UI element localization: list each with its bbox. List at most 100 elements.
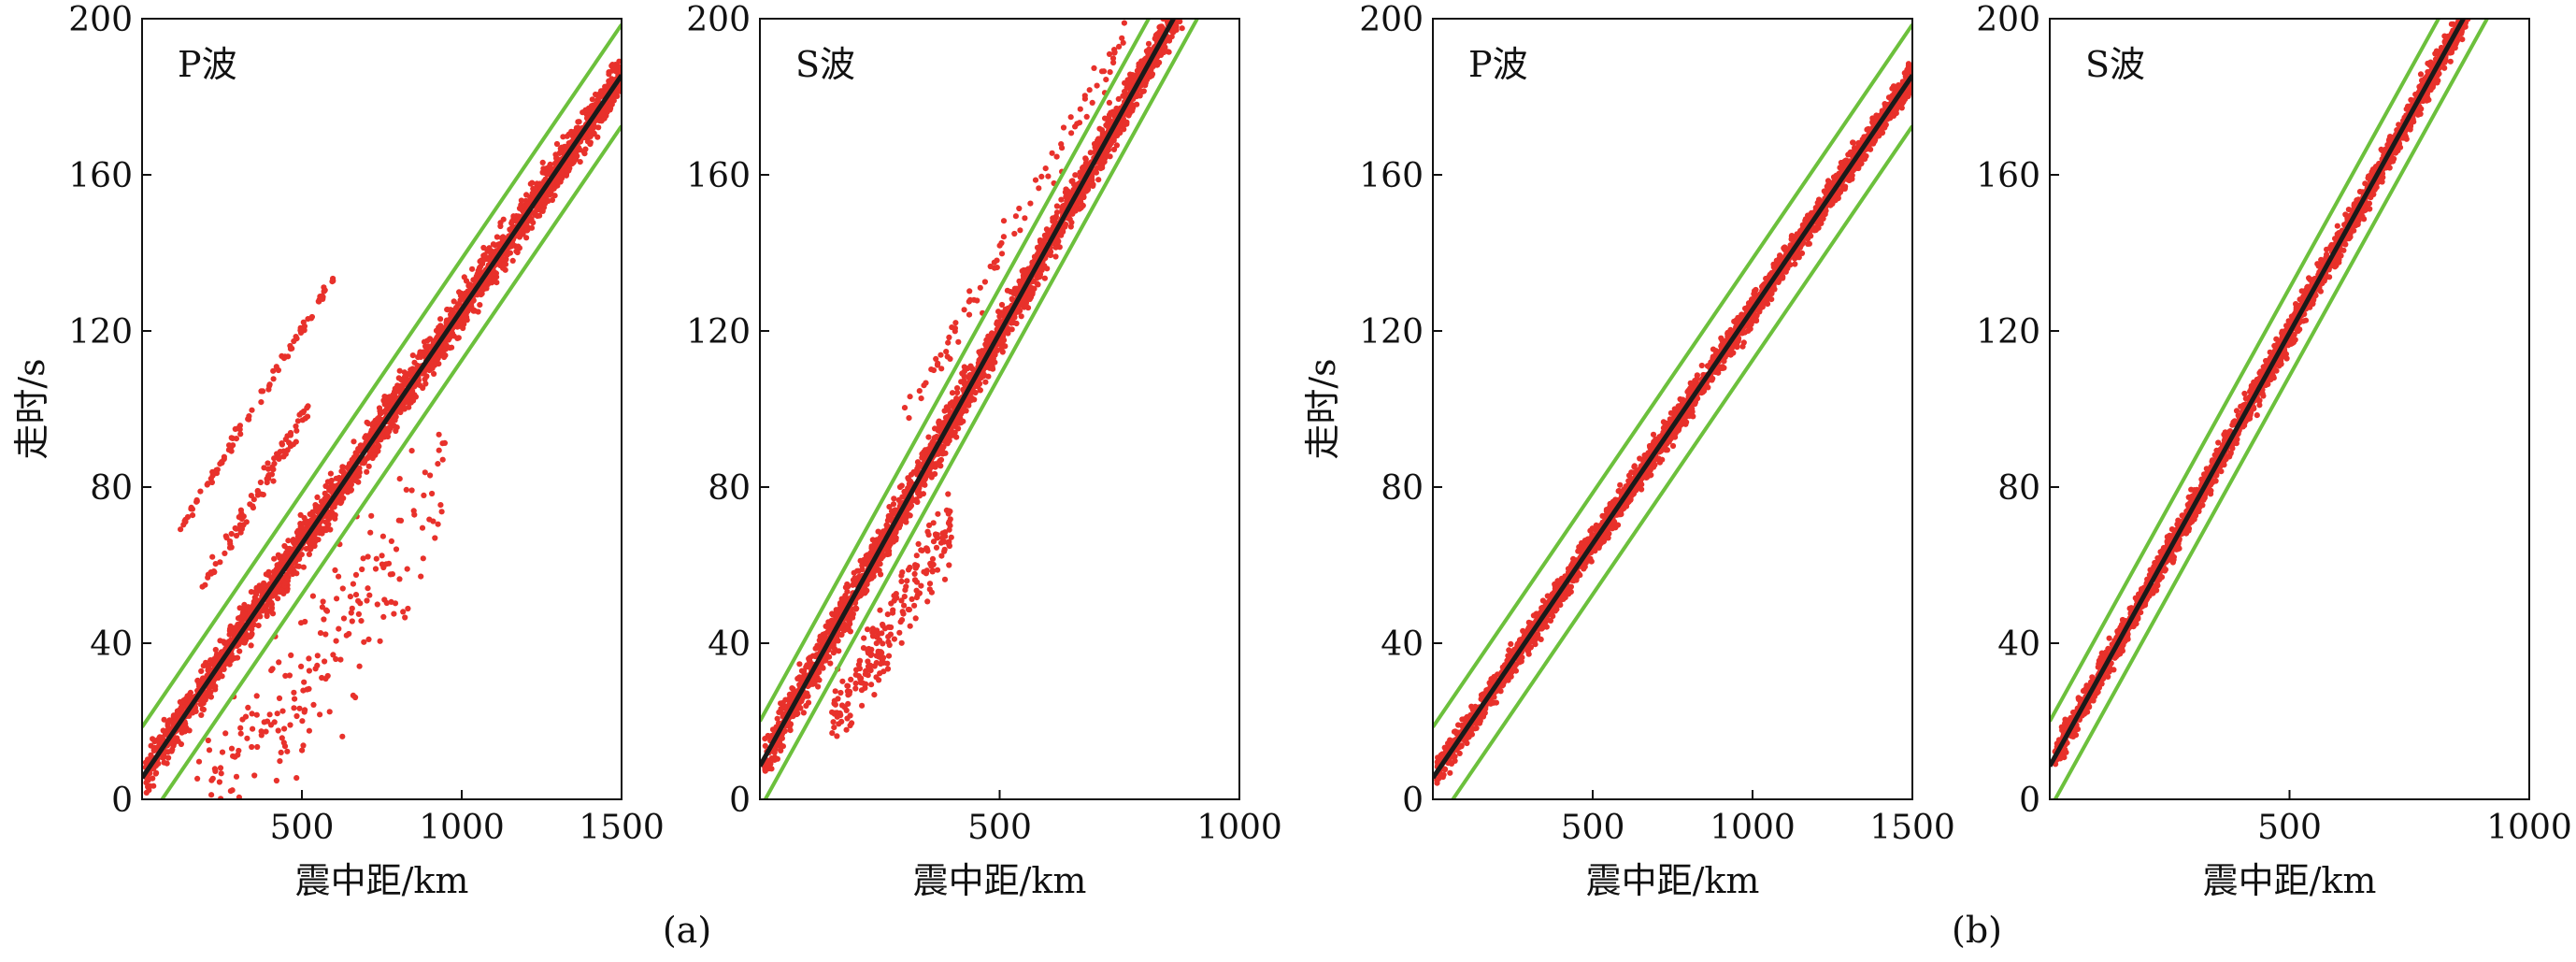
data-point xyxy=(284,748,291,754)
data-point xyxy=(805,699,812,706)
data-point xyxy=(539,208,546,214)
data-point xyxy=(281,743,289,750)
data-point xyxy=(279,440,285,447)
data-point xyxy=(405,605,411,612)
data-point xyxy=(246,634,253,640)
data-point xyxy=(228,544,235,551)
data-point xyxy=(379,533,386,539)
data-point xyxy=(1110,146,1118,152)
data-point xyxy=(418,573,424,580)
data-point xyxy=(206,747,213,754)
data-point xyxy=(794,711,801,717)
data-point xyxy=(953,395,960,402)
data-point xyxy=(250,496,257,503)
plot-area xyxy=(142,23,622,799)
data-point xyxy=(241,639,248,646)
plot-area xyxy=(760,19,1200,799)
data-point xyxy=(366,592,373,598)
data-point xyxy=(474,276,480,282)
data-point xyxy=(293,775,300,782)
data-point xyxy=(518,197,525,204)
data-point xyxy=(205,737,211,744)
data-point xyxy=(845,625,852,631)
data-point xyxy=(227,788,234,795)
data-point xyxy=(396,367,403,374)
data-point xyxy=(294,418,301,424)
data-point xyxy=(270,376,277,382)
data-point xyxy=(509,242,517,249)
data-point xyxy=(280,448,287,454)
data-point xyxy=(444,307,451,313)
data-point xyxy=(913,496,920,503)
data-point xyxy=(945,406,952,412)
data-point xyxy=(435,334,441,340)
data-point xyxy=(259,584,265,591)
data-point xyxy=(245,704,251,711)
data-point xyxy=(299,747,306,754)
data-point xyxy=(365,636,372,643)
data-point xyxy=(241,601,248,609)
data-point xyxy=(238,525,245,532)
data-point xyxy=(239,612,246,619)
data-point xyxy=(394,424,400,431)
data-point xyxy=(599,110,606,117)
data-point xyxy=(278,749,284,756)
data-point xyxy=(233,532,240,539)
data-point xyxy=(200,706,207,713)
data-point xyxy=(300,687,307,694)
data-point xyxy=(236,605,243,611)
data-point xyxy=(787,691,794,697)
data-point xyxy=(269,666,276,672)
data-point xyxy=(209,472,216,479)
data-point xyxy=(456,300,463,307)
data-point xyxy=(360,555,366,562)
data-point xyxy=(595,124,602,131)
data-point xyxy=(1072,172,1079,179)
data-point xyxy=(364,419,370,425)
data-point xyxy=(409,352,416,359)
data-point xyxy=(1122,79,1128,86)
data-point xyxy=(315,504,322,510)
y-tick-label: 120 xyxy=(68,313,133,352)
data-point xyxy=(448,311,454,318)
data-point xyxy=(330,652,336,658)
data-point xyxy=(589,96,595,103)
data-point xyxy=(486,256,493,263)
data-point xyxy=(212,561,219,567)
data-point xyxy=(293,334,299,340)
data-point xyxy=(171,736,178,743)
data-point xyxy=(435,521,441,527)
data-point xyxy=(967,363,974,369)
data-point xyxy=(305,403,311,409)
data-point xyxy=(559,169,565,176)
data-point xyxy=(422,380,429,387)
data-point xyxy=(295,563,302,569)
data-point xyxy=(286,439,293,446)
data-point xyxy=(607,101,614,108)
data-point xyxy=(253,591,260,597)
data-point xyxy=(352,476,359,482)
data-point xyxy=(165,754,172,761)
data-point xyxy=(871,540,879,548)
data-point xyxy=(246,413,252,420)
data-point xyxy=(247,607,253,614)
data-point xyxy=(236,648,243,654)
data-point xyxy=(1037,273,1043,280)
data-point xyxy=(371,446,378,453)
data-point xyxy=(293,570,300,577)
data-point xyxy=(300,742,307,749)
data-point xyxy=(998,301,1006,309)
data-point xyxy=(494,234,501,240)
data-point xyxy=(306,655,312,662)
data-point xyxy=(300,319,307,325)
x-tick-label: 1000 xyxy=(419,809,505,847)
data-point xyxy=(572,156,580,163)
data-point xyxy=(397,409,404,416)
data-point xyxy=(393,546,400,553)
data-point xyxy=(385,424,393,431)
data-point xyxy=(179,726,187,733)
data-point xyxy=(282,580,289,586)
data-point xyxy=(510,213,517,220)
data-point xyxy=(539,159,546,165)
